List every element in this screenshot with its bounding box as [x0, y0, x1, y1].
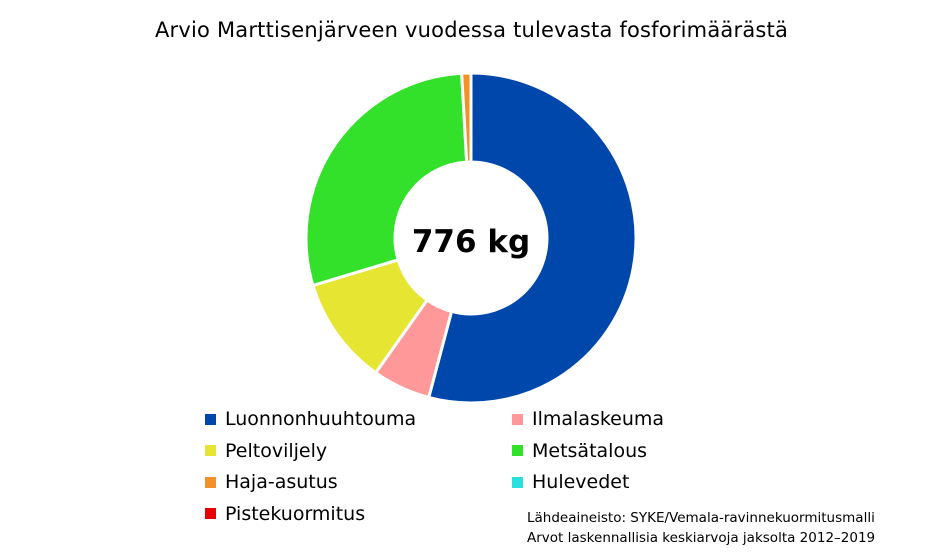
legend-item-pistekuormitus: Pistekuormitus: [205, 501, 365, 527]
legend-label: Haja-asutus: [225, 471, 338, 493]
legend-swatch: [512, 445, 523, 456]
legend-item-metsätalous: Metsätalous: [512, 438, 647, 464]
legend-label: Pistekuormitus: [225, 502, 366, 525]
legend-item-luonnonhuuhtouma: Luonnonhuuhtouma: [205, 406, 416, 432]
slice-metsätalous: [304, 71, 469, 287]
legend-label: Luonnonhuuhtouma: [225, 408, 417, 430]
legend-label: Metsätalous: [532, 439, 648, 462]
legend-swatch: [205, 413, 216, 425]
legend-swatch: [205, 476, 216, 488]
legend-swatch: [205, 445, 216, 456]
legend-swatch: [512, 476, 523, 488]
donut-slices: [304, 71, 638, 405]
legend-label: Hulevedet: [532, 471, 630, 493]
legend-label: Ilmalaskeuma: [532, 408, 665, 430]
center-total-label: 776 kg: [412, 224, 530, 260]
slice-haja-asutus: [460, 71, 473, 164]
legend-item-peltoviljely: Peltoviljely: [205, 438, 327, 464]
slice-luonnonhuuhtouma: [427, 71, 638, 405]
legend-item-ilmalaskeuma: Ilmalaskeuma: [512, 406, 664, 432]
legend-swatch: [205, 508, 216, 519]
chart-title: Arvio Marttisenjärveen vuodessa tulevast…: [154, 18, 789, 42]
legend-item-hulevedet: Hulevedet: [512, 469, 629, 495]
legend-label: Peltoviljely: [225, 439, 328, 462]
source-line-1: Lähdeaineisto: SYKE/Vemala-ravinnekuormi…: [527, 510, 875, 526]
legend-swatch: [512, 413, 523, 425]
source-line-2: Arvot laskennallisia keskiarvoja jaksolt…: [527, 530, 876, 546]
legend-item-haja-asutus: Haja-asutus: [205, 469, 338, 495]
